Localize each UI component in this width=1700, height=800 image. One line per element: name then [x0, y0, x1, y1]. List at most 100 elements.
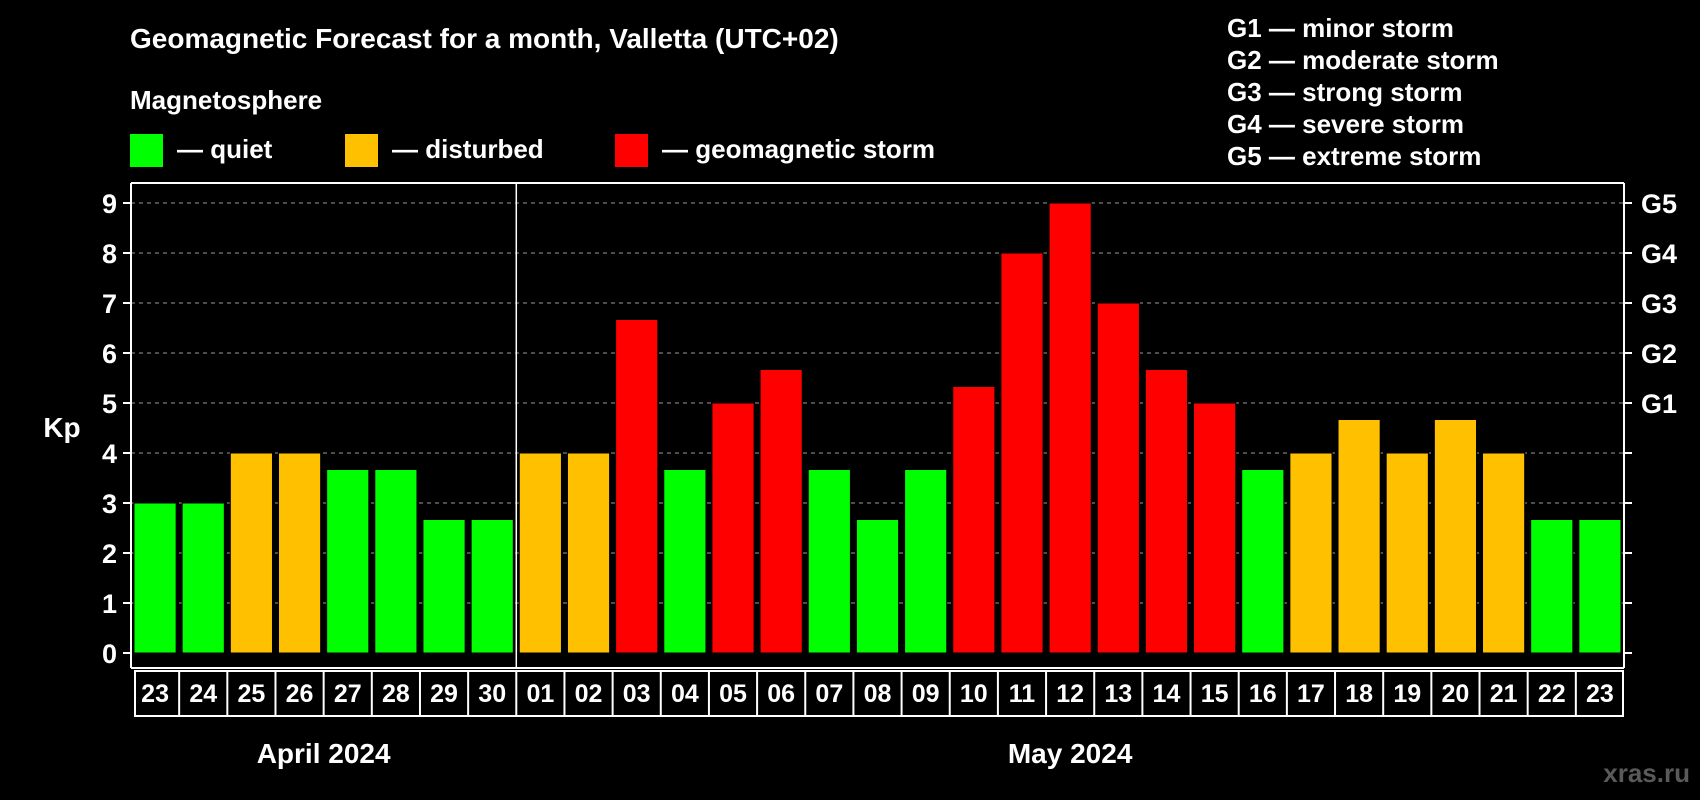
day-label-13: 06	[767, 680, 795, 708]
storm-level-label-0: G1	[1641, 389, 1677, 419]
y-tick-label-3: 3	[102, 489, 117, 519]
axes	[130, 182, 1625, 669]
day-label-17: 10	[960, 680, 988, 708]
bar-15	[855, 519, 900, 654]
day-label-5: 28	[382, 680, 410, 708]
storm-level-label-1: G2	[1641, 339, 1677, 369]
bar-11	[663, 469, 707, 654]
day-label-0: 23	[141, 680, 169, 708]
y-tick-label-5: 5	[102, 389, 117, 419]
bar-17	[952, 386, 996, 654]
bar-1	[181, 502, 225, 654]
bar-30	[1578, 519, 1622, 654]
bar-22	[1193, 402, 1237, 654]
bar-20	[1096, 302, 1140, 654]
month-label-0: April 2024	[257, 738, 391, 769]
day-label-28: 21	[1490, 680, 1518, 708]
day-label-10: 03	[623, 680, 651, 708]
day-label-11: 04	[671, 680, 699, 708]
month-labels: April 2024 May 2024	[257, 738, 1133, 769]
bar-19	[1048, 202, 1092, 654]
bar-13	[759, 369, 803, 654]
day-label-18: 11	[1009, 680, 1036, 708]
y-tick-label-0: 0	[102, 639, 117, 669]
bar-8	[518, 452, 562, 654]
storm-scale-item-2: G3 — strong storm	[1227, 77, 1462, 107]
y-tick-label-8: 8	[102, 239, 117, 269]
day-label-14: 07	[815, 680, 843, 708]
day-label-7: 30	[478, 680, 506, 708]
day-label-29: 22	[1538, 680, 1566, 708]
legend-swatch-0	[130, 134, 163, 167]
legend-swatch-2	[615, 134, 648, 167]
x-axis-day-labels: 23 24 25 26 27 28 29 30 01 02 03 04 05 06 07 08 09 10 11 12…	[134, 670, 1624, 717]
legend-title: Magnetosphere	[130, 85, 322, 115]
bar-16	[904, 469, 948, 654]
bar-4	[326, 469, 370, 654]
storm-level-label-4: G5	[1641, 189, 1677, 219]
month-label-1: May 2024	[1008, 738, 1133, 769]
legend-label-1: — disturbed	[392, 134, 544, 164]
y-tick-label-6: 6	[102, 339, 117, 369]
storm-scale-item-1: G2 — moderate storm	[1227, 45, 1499, 75]
day-label-8: 01	[526, 680, 554, 708]
bar-14	[807, 469, 851, 654]
bar-6	[422, 519, 466, 654]
day-label-27: 20	[1442, 680, 1470, 708]
y-tick-label-4: 4	[102, 439, 117, 469]
bar-27	[1433, 419, 1478, 654]
day-label-20: 13	[1104, 680, 1132, 708]
bar-2	[229, 452, 273, 654]
day-label-25: 18	[1345, 680, 1373, 708]
day-label-22: 15	[1201, 680, 1229, 708]
legend-swatch-1	[345, 134, 378, 167]
bar-21	[1144, 369, 1189, 654]
day-label-12: 05	[719, 680, 747, 708]
bar-28	[1482, 452, 1526, 654]
bar-9	[566, 452, 611, 654]
storm-level-label-3: G4	[1641, 239, 1677, 269]
right-axis-storm-levels: G1 G2 G3 G4 G5	[1624, 189, 1677, 654]
day-label-30: 23	[1586, 680, 1614, 708]
y-tick-label-2: 2	[102, 539, 117, 569]
day-label-21: 14	[1153, 680, 1181, 708]
legend: — quiet — disturbed — geomagnetic storm	[130, 134, 935, 167]
legend-label-2: — geomagnetic storm	[662, 134, 935, 164]
bar-18	[1000, 252, 1044, 654]
day-label-23: 16	[1249, 680, 1277, 708]
day-label-16: 09	[912, 680, 940, 708]
day-label-2: 25	[237, 680, 265, 708]
day-label-row	[134, 670, 1624, 717]
chart-title: Geomagnetic Forecast for a month, Vallet…	[130, 23, 839, 54]
bar-26	[1385, 452, 1429, 654]
bar-29	[1530, 519, 1574, 654]
day-label-3: 26	[286, 680, 314, 708]
watermark: xras.ru	[1603, 758, 1690, 788]
day-label-26: 19	[1393, 680, 1421, 708]
storm-scale-item-4: G5 — extreme storm	[1227, 141, 1481, 171]
bar-12	[711, 402, 755, 654]
bar-25	[1337, 419, 1381, 654]
y-axis-label: Kp	[43, 412, 80, 443]
day-label-19: 12	[1056, 680, 1084, 708]
storm-scale-item-0: G1 — minor storm	[1227, 13, 1454, 43]
day-label-4: 27	[334, 680, 362, 708]
bars	[133, 202, 1622, 654]
day-label-15: 08	[864, 680, 892, 708]
storm-scale-item-3: G4 — severe storm	[1227, 109, 1464, 139]
day-label-24: 17	[1297, 680, 1325, 708]
legend-label-0: — quiet	[177, 134, 273, 164]
bar-24	[1289, 452, 1333, 654]
storm-level-label-2: G3	[1641, 289, 1677, 319]
y-tick-label-1: 1	[102, 589, 117, 619]
day-label-9: 02	[575, 680, 603, 708]
y-tick-label-9: 9	[102, 189, 117, 219]
bar-23	[1241, 469, 1285, 654]
bar-3	[277, 452, 322, 654]
y-tick-label-7: 7	[102, 289, 117, 319]
day-label-6: 29	[430, 680, 458, 708]
bar-7	[470, 519, 514, 654]
bar-5	[374, 469, 418, 654]
